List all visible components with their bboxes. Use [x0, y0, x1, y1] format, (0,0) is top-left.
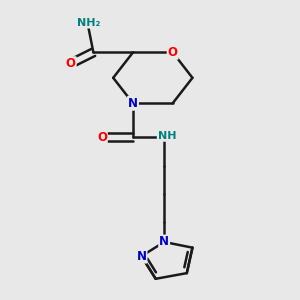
Text: N: N: [136, 250, 146, 263]
Text: O: O: [66, 57, 76, 70]
Text: N: N: [159, 236, 169, 248]
Text: NH: NH: [158, 131, 176, 141]
Text: O: O: [97, 131, 107, 144]
Text: NH₂: NH₂: [77, 18, 101, 28]
Text: O: O: [168, 46, 178, 59]
Text: N: N: [128, 97, 138, 110]
